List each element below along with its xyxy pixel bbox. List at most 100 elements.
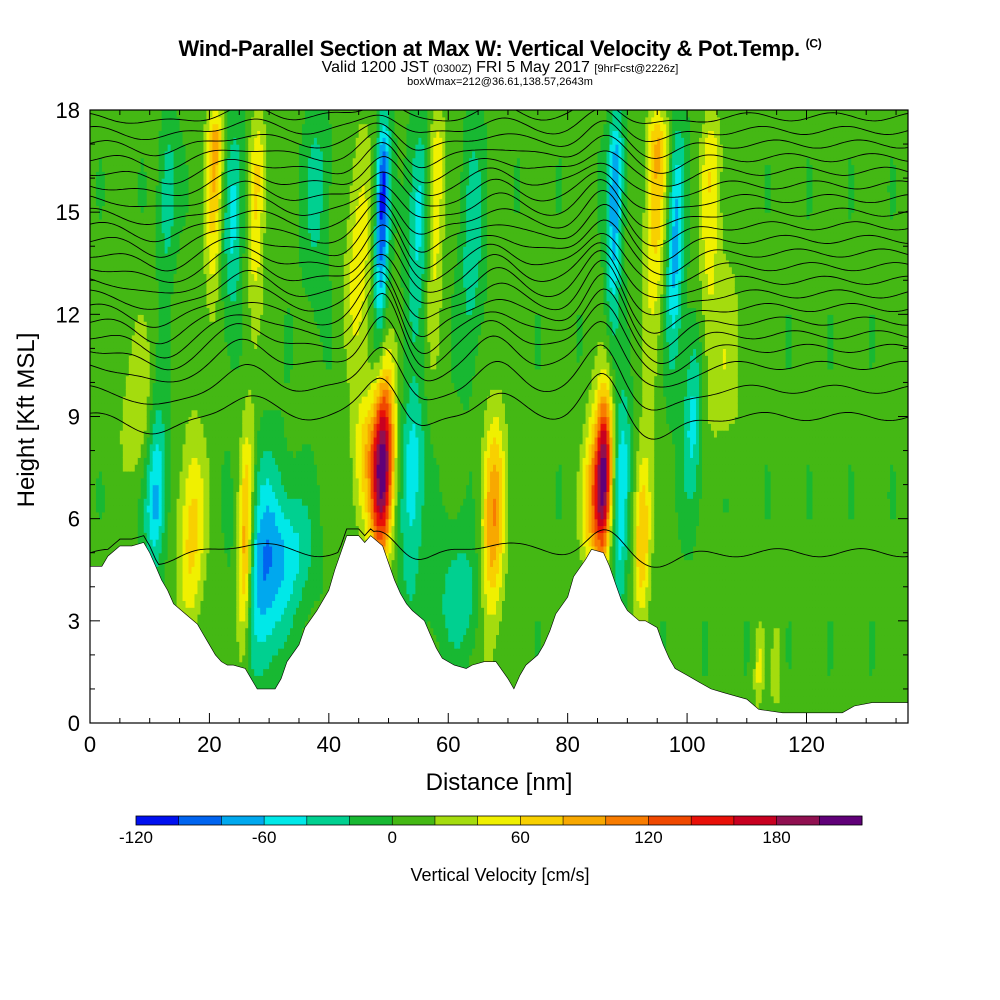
velocity-cell <box>212 273 216 281</box>
velocity-cell <box>128 498 133 506</box>
velocity-cell <box>92 144 97 152</box>
velocity-cell <box>134 191 139 200</box>
velocity-cell <box>107 362 112 370</box>
velocity-cell <box>230 293 234 302</box>
velocity-cell <box>215 205 219 213</box>
velocity-cell <box>155 178 160 186</box>
velocity-cell <box>227 259 231 268</box>
velocity-cell <box>215 212 219 220</box>
velocity-cell <box>173 184 178 193</box>
velocity-cell <box>191 600 196 608</box>
velocity-cell <box>158 450 163 458</box>
velocity-cell <box>125 430 130 438</box>
velocity-cell <box>203 593 208 601</box>
velocity-cell <box>92 205 97 213</box>
velocity-cell <box>188 212 193 220</box>
velocity-cell <box>233 184 237 193</box>
velocity-cell <box>116 423 121 431</box>
velocity-cell <box>176 443 181 452</box>
velocity-cell <box>191 586 196 595</box>
velocity-cell <box>185 321 190 329</box>
velocity-cell <box>158 559 163 567</box>
velocity-cell <box>158 375 163 384</box>
velocity-cell <box>95 314 100 322</box>
velocity-cell <box>134 491 139 499</box>
velocity-cell <box>230 423 234 431</box>
velocity-cell <box>146 375 151 384</box>
velocity-cell <box>203 212 208 220</box>
velocity-cell <box>191 423 196 431</box>
velocity-cell <box>209 607 214 615</box>
velocity-cell <box>140 293 145 302</box>
velocity-cell <box>152 470 157 479</box>
velocity-cell <box>113 171 118 179</box>
velocity-cell <box>140 110 145 118</box>
velocity-cell <box>119 259 124 268</box>
velocity-cell <box>164 498 169 506</box>
velocity-cell <box>212 184 216 193</box>
velocity-cell <box>149 341 154 349</box>
velocity-cell <box>119 321 124 329</box>
velocity-cell <box>90 430 94 438</box>
velocity-cell <box>143 368 148 377</box>
velocity-cell <box>137 470 142 479</box>
velocity-cell <box>143 164 148 172</box>
velocity-cell <box>110 396 115 404</box>
velocity-cell <box>215 470 219 479</box>
velocity-cell <box>179 157 184 166</box>
velocity-cell <box>200 130 205 138</box>
velocity-cell <box>176 545 181 554</box>
velocity-cell <box>125 110 130 118</box>
velocity-cell <box>188 389 193 397</box>
velocity-cell <box>146 321 151 329</box>
velocity-cell <box>206 559 211 567</box>
velocity-cell <box>200 552 205 561</box>
velocity-cell <box>221 164 225 172</box>
velocity-cell <box>212 539 216 547</box>
velocity-cell <box>149 525 154 533</box>
velocity-cell <box>182 293 187 302</box>
velocity-cell <box>122 157 127 166</box>
velocity-cell <box>197 573 202 581</box>
velocity-cell <box>134 137 139 145</box>
velocity-cell <box>161 205 166 213</box>
velocity-cell <box>167 239 172 247</box>
velocity-cell <box>236 654 240 663</box>
velocity-cell <box>191 171 196 179</box>
velocity-cell <box>101 389 106 397</box>
velocity-cell <box>209 423 214 431</box>
velocity-cell <box>176 389 181 397</box>
velocity-cell <box>101 436 106 445</box>
velocity-cell <box>200 212 205 220</box>
velocity-cell <box>215 130 219 138</box>
velocity-cell <box>104 198 109 206</box>
velocity-cell <box>90 218 94 227</box>
velocity-cell <box>173 573 178 581</box>
velocity-cell <box>131 171 136 179</box>
velocity-cell <box>164 409 169 418</box>
velocity-cell <box>218 198 222 206</box>
velocity-cell <box>137 273 142 281</box>
velocity-cell <box>176 355 181 363</box>
velocity-cell <box>188 436 193 445</box>
velocity-cell <box>203 484 208 493</box>
velocity-cell <box>95 396 100 404</box>
velocity-cell <box>113 362 118 370</box>
velocity-cell <box>188 409 193 418</box>
velocity-cell <box>137 157 142 166</box>
velocity-cell <box>134 525 139 533</box>
velocity-cell <box>176 532 181 540</box>
velocity-cell <box>209 368 214 377</box>
velocity-cell <box>149 505 154 513</box>
velocity-cell <box>158 287 163 295</box>
velocity-cell <box>209 518 214 527</box>
velocity-cell <box>182 409 187 418</box>
velocity-cell <box>107 232 112 241</box>
velocity-cell <box>188 144 193 152</box>
velocity-cell <box>179 423 184 431</box>
velocity-cell <box>167 171 172 179</box>
velocity-cell <box>155 368 160 377</box>
velocity-cell <box>95 552 100 561</box>
velocity-cell <box>200 293 205 302</box>
velocity-cell <box>167 443 172 452</box>
